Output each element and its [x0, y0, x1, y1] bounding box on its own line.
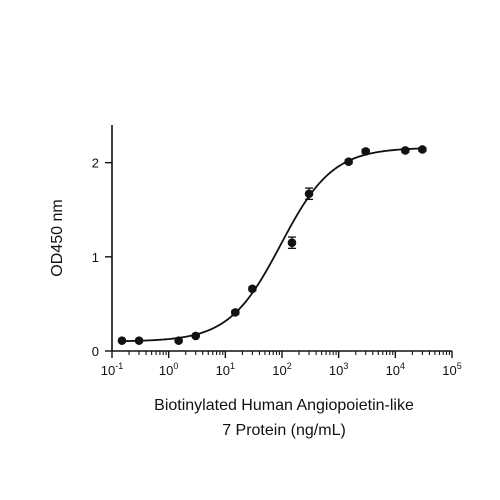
data-point — [304, 189, 314, 199]
y-tick-label: 2 — [92, 156, 99, 171]
x-tick-label: 100 — [159, 361, 178, 378]
data-point — [344, 157, 353, 167]
data-point — [418, 145, 427, 154]
x-ticks: 10-1 100 101 102 103 104 105 — [101, 351, 462, 378]
data-point — [248, 284, 257, 294]
data-point — [401, 146, 410, 155]
x-axis-title-line-1: Biotinylated Human Angiopoietin-like — [154, 397, 414, 414]
fit-curve — [121, 147, 423, 343]
data-point — [117, 336, 127, 345]
data-point — [287, 238, 297, 248]
data-point — [191, 331, 201, 341]
y-ticks: 0 1 2 — [92, 156, 112, 359]
data-point — [361, 147, 371, 156]
x-tick-label: 104 — [386, 361, 405, 378]
data-point — [231, 308, 240, 317]
x-tick-label: 101 — [216, 361, 235, 378]
x-tick-label: 103 — [329, 361, 348, 378]
x-tick-label: 10-1 — [101, 361, 123, 378]
y-tick-label: 1 — [92, 250, 99, 265]
fit-curve-layer — [121, 147, 423, 343]
x-axis-title-line-2: 7 Protein (ng/mL) — [222, 422, 346, 439]
x-tick-label: 105 — [442, 361, 461, 378]
x-tick-label: 102 — [272, 361, 291, 378]
y-tick-label: 0 — [92, 344, 99, 359]
y-axis-title: OD450 nm — [49, 199, 66, 276]
data-points-layer — [117, 145, 427, 345]
data-point — [134, 336, 144, 345]
data-point — [174, 336, 183, 345]
axes-layer — [111, 125, 452, 352]
